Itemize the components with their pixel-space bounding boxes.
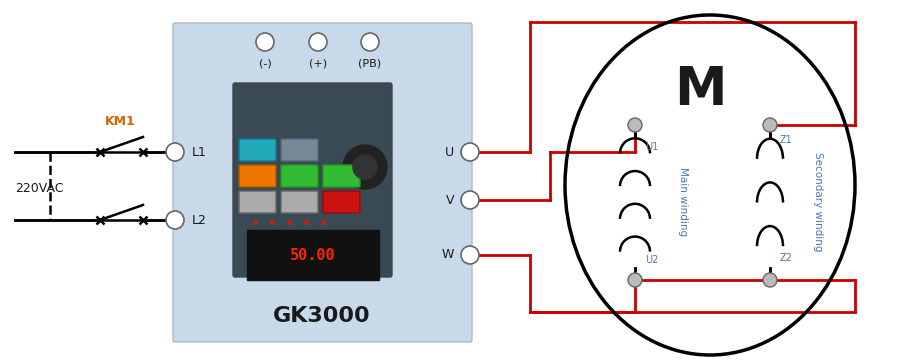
Circle shape <box>256 33 274 51</box>
Text: V: V <box>446 193 454 206</box>
Text: GK3000: GK3000 <box>273 306 371 326</box>
Text: U2: U2 <box>645 255 658 265</box>
Circle shape <box>461 191 479 209</box>
FancyBboxPatch shape <box>239 165 276 187</box>
Circle shape <box>763 118 777 132</box>
Text: W: W <box>442 248 454 261</box>
Circle shape <box>361 33 379 51</box>
Circle shape <box>343 145 387 189</box>
Text: KM1: KM1 <box>105 115 135 128</box>
Circle shape <box>628 273 642 287</box>
Circle shape <box>628 118 642 132</box>
Text: Z1: Z1 <box>780 135 793 145</box>
Text: U1: U1 <box>645 142 658 152</box>
Text: L1: L1 <box>192 145 207 158</box>
Text: M: M <box>674 64 726 116</box>
Text: U: U <box>445 145 454 158</box>
Text: Z2: Z2 <box>780 253 793 263</box>
FancyBboxPatch shape <box>281 139 318 161</box>
Circle shape <box>166 143 184 161</box>
Circle shape <box>461 143 479 161</box>
FancyBboxPatch shape <box>323 191 360 213</box>
Text: (-): (-) <box>259 58 272 68</box>
Text: (+): (+) <box>309 58 327 68</box>
Circle shape <box>461 246 479 264</box>
FancyBboxPatch shape <box>239 191 276 213</box>
FancyBboxPatch shape <box>173 23 472 342</box>
Text: Secondary winding: Secondary winding <box>813 152 823 252</box>
Circle shape <box>353 155 377 179</box>
FancyBboxPatch shape <box>233 83 392 277</box>
Text: (PB): (PB) <box>358 58 382 68</box>
Bar <box>247 230 379 280</box>
Text: Main winding: Main winding <box>678 168 688 236</box>
FancyBboxPatch shape <box>281 165 318 187</box>
FancyBboxPatch shape <box>239 139 276 161</box>
Circle shape <box>763 273 777 287</box>
Text: 50.00: 50.00 <box>290 248 336 264</box>
FancyBboxPatch shape <box>281 191 318 213</box>
FancyBboxPatch shape <box>323 165 360 187</box>
Text: 220VAC: 220VAC <box>15 182 63 195</box>
Circle shape <box>309 33 327 51</box>
Circle shape <box>166 211 184 229</box>
Text: L2: L2 <box>192 213 207 226</box>
